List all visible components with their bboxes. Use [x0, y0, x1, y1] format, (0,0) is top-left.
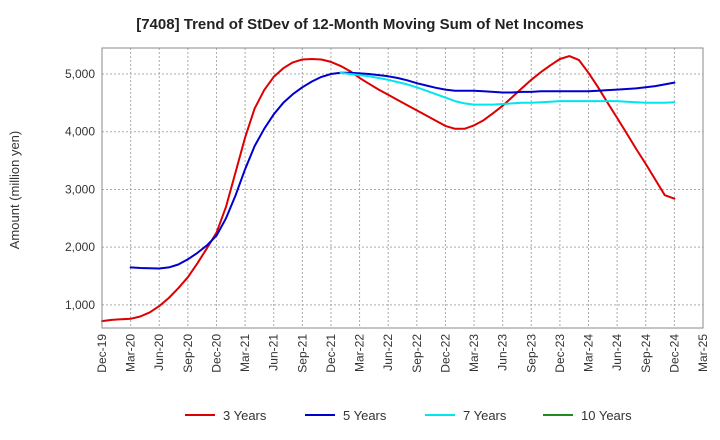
- y-tick-label: 5,000: [65, 67, 95, 81]
- legend-label-7-years: 7 Years: [463, 408, 507, 423]
- x-tick-label: Mar-24: [582, 334, 596, 372]
- y-tick-label: 2,000: [65, 240, 95, 254]
- legend-label-3-years: 3 Years: [223, 408, 267, 423]
- x-tick-label: Dec-22: [438, 334, 452, 373]
- x-tick-label: Dec-21: [324, 334, 338, 373]
- legend-label-5-years: 5 Years: [343, 408, 387, 423]
- y-axis: 1,000 2,000 3,000 4,000 5,000: [65, 67, 95, 312]
- y-tick-label: 1,000: [65, 298, 95, 312]
- x-tick-label: Jun-24: [610, 334, 624, 371]
- x-tick-label: Sep-20: [181, 334, 195, 373]
- x-tick-label: Jun-23: [496, 334, 510, 371]
- series-line-7-years: [339, 71, 676, 106]
- plot-frame: [101, 47, 704, 329]
- x-tick-label: Sep-21: [295, 334, 309, 373]
- series-line-3-years: [101, 55, 676, 323]
- x-axis: Dec-19 Mar-20 Jun-20 Sep-20 Dec-20 Mar-21 Jun-…: [95, 334, 710, 373]
- series-lines: [101, 55, 676, 323]
- x-tick-label: Jun-20: [152, 334, 166, 371]
- x-tick-label: Mar-21: [238, 334, 252, 372]
- x-tick-label: Sep-23: [524, 334, 538, 373]
- x-tick-label: Dec-20: [209, 334, 223, 373]
- x-tick-label: Mar-23: [467, 334, 481, 372]
- x-tick-label: Sep-24: [639, 334, 653, 373]
- x-tick-label: Mar-20: [124, 334, 138, 372]
- x-tick-label: Jun-22: [381, 334, 395, 371]
- chart-title: [7408] Trend of StDev of 12-Month Moving…: [136, 16, 584, 33]
- y-tick-label: 4,000: [65, 125, 95, 139]
- x-tick-label: Mar-22: [353, 334, 367, 372]
- grid: [101, 48, 704, 328]
- x-tick-label: Dec-19: [95, 334, 109, 373]
- y-tick-label: 3,000: [65, 182, 95, 196]
- series-line-5-years: [129, 71, 676, 270]
- x-tick-label: Dec-24: [667, 334, 681, 373]
- legend: 3 Years 5 Years 7 Years 10 Years: [185, 408, 632, 423]
- legend-label-10-years: 10 Years: [581, 408, 632, 423]
- y-axis-title: Amount (million yen): [7, 131, 22, 250]
- x-tick-label: Dec-23: [553, 334, 567, 373]
- x-tick-label: Jun-21: [267, 334, 281, 371]
- x-tick-label: Sep-22: [410, 334, 424, 373]
- x-tick-label: Mar-25: [696, 334, 710, 372]
